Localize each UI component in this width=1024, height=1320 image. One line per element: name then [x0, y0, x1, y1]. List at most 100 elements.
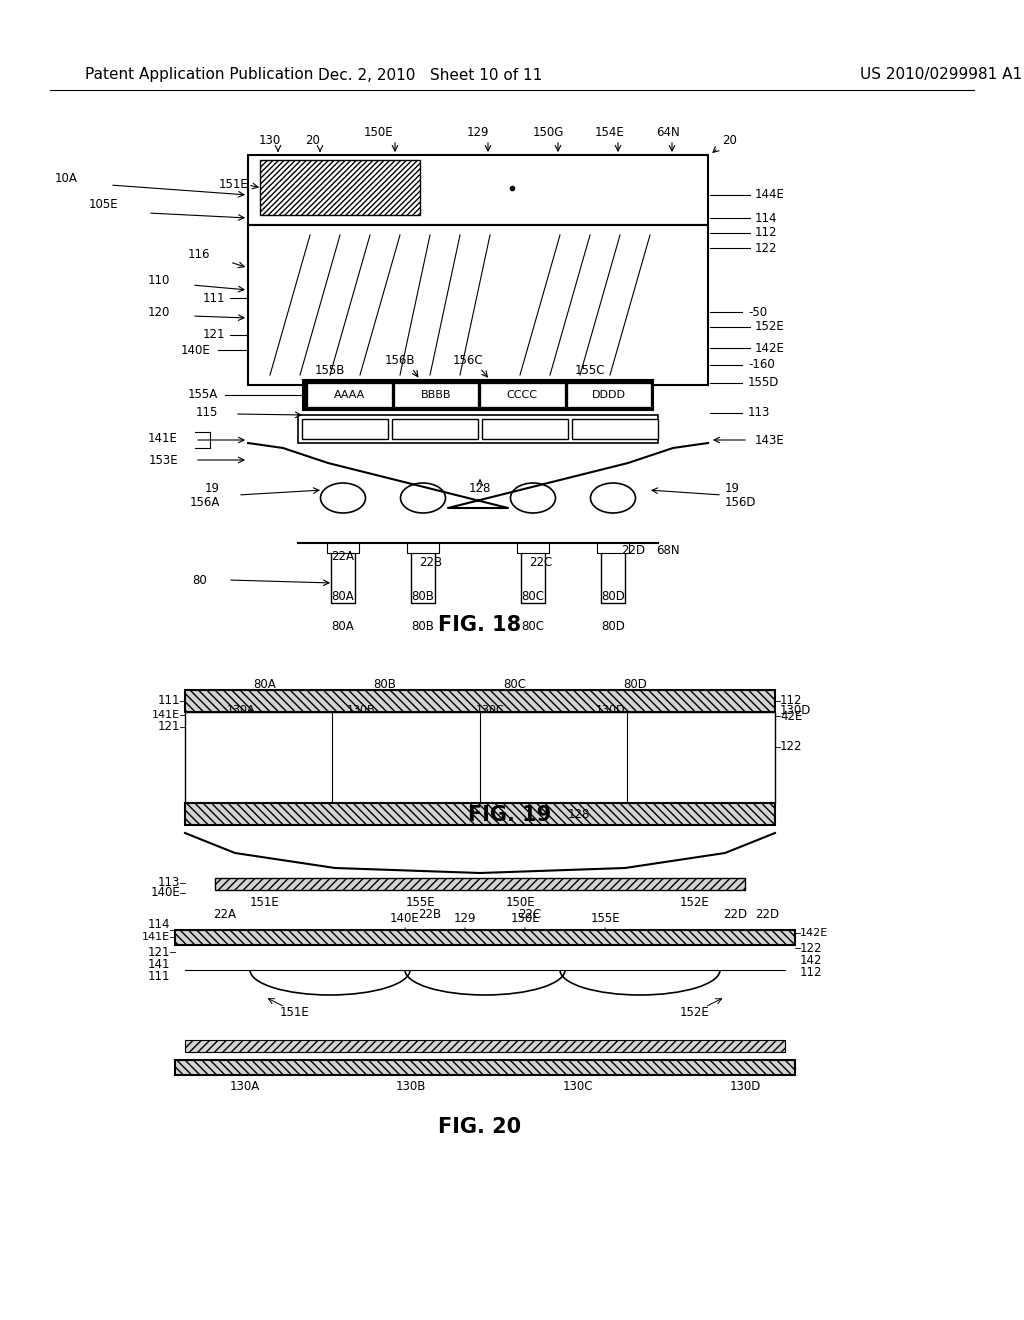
Text: 114: 114 [755, 211, 777, 224]
Text: 129: 129 [454, 912, 476, 924]
Text: 130A: 130A [226, 705, 255, 715]
Text: 128: 128 [568, 808, 591, 821]
Text: 156A: 156A [189, 496, 220, 510]
Text: 141E: 141E [148, 432, 178, 445]
Text: 112: 112 [780, 694, 803, 708]
Bar [298, 414, 658, 444]
Bar [248, 224, 708, 385]
Bar [394, 384, 477, 407]
Text: 115: 115 [196, 405, 218, 418]
Text: 22B: 22B [420, 557, 442, 569]
Text: 10A: 10A [55, 172, 78, 185]
Bar [517, 543, 549, 553]
Text: 151E: 151E [281, 1006, 310, 1019]
Ellipse shape [511, 483, 555, 513]
Text: -160: -160 [748, 359, 775, 371]
Text: 121: 121 [203, 329, 225, 342]
Text: 113: 113 [158, 876, 180, 890]
Bar [601, 548, 625, 603]
Bar [175, 931, 795, 945]
Bar [185, 711, 775, 803]
Text: CCCC: CCCC [507, 389, 538, 400]
Text: 111: 111 [158, 694, 180, 708]
Text: BBBB: BBBB [421, 389, 451, 400]
Text: 144E: 144E [755, 189, 784, 202]
Text: Dec. 2, 2010   Sheet 10 of 11: Dec. 2, 2010 Sheet 10 of 11 [317, 67, 542, 82]
Text: 142: 142 [800, 953, 822, 966]
Text: 80B: 80B [374, 678, 396, 692]
Text: 80C: 80C [521, 619, 545, 632]
Text: 68N: 68N [656, 544, 680, 557]
Text: 22D: 22D [755, 908, 779, 921]
Text: 156C: 156C [453, 354, 483, 367]
Text: 22A: 22A [213, 908, 237, 921]
Text: 20: 20 [723, 133, 737, 147]
Text: 130A: 130A [229, 1081, 260, 1093]
Text: 122: 122 [800, 941, 822, 954]
Bar [597, 543, 629, 553]
Bar [331, 548, 355, 603]
Text: AAAA: AAAA [334, 389, 365, 400]
Text: 150G: 150G [532, 127, 563, 140]
Bar [481, 384, 563, 407]
Text: 22C: 22C [529, 557, 553, 569]
Ellipse shape [591, 483, 636, 513]
Text: 22C: 22C [518, 908, 542, 921]
Bar [303, 380, 653, 411]
Text: 22D: 22D [621, 544, 645, 557]
Text: US 2010/0299981 A1: US 2010/0299981 A1 [860, 67, 1022, 82]
Text: 64N: 64N [656, 127, 680, 140]
Text: 120: 120 [147, 305, 170, 318]
Bar [407, 543, 439, 553]
Text: 80D: 80D [601, 619, 625, 632]
Text: 80C: 80C [521, 590, 545, 602]
Text: 20: 20 [305, 133, 321, 147]
Text: 121: 121 [147, 945, 170, 958]
Text: 130: 130 [259, 133, 282, 147]
Text: 153E: 153E [148, 454, 178, 466]
Text: 142E: 142E [755, 342, 784, 355]
Text: 150E: 150E [505, 896, 535, 909]
Bar [308, 384, 390, 407]
Text: 80B: 80B [412, 590, 434, 602]
Text: 22B: 22B [419, 908, 441, 921]
Text: 152E: 152E [680, 896, 710, 909]
Text: 42E: 42E [780, 710, 803, 722]
Text: 130C: 130C [563, 1081, 593, 1093]
Text: 114: 114 [147, 919, 170, 932]
Text: FIG. 20: FIG. 20 [438, 1117, 521, 1137]
Text: 154E: 154E [595, 127, 625, 140]
Bar [572, 418, 658, 440]
Text: 80B: 80B [412, 619, 434, 632]
Text: 156D: 156D [725, 496, 757, 510]
Bar [215, 878, 745, 890]
Text: 152E: 152E [755, 321, 784, 334]
Bar [175, 1060, 795, 1074]
Text: 122: 122 [755, 242, 777, 255]
Text: 80D: 80D [601, 590, 625, 602]
Bar [260, 160, 420, 215]
Text: 128: 128 [469, 482, 492, 495]
Text: 105E: 105E [88, 198, 118, 211]
Text: -50: -50 [748, 305, 767, 318]
Text: 80C: 80C [504, 678, 526, 692]
Text: 112: 112 [755, 227, 777, 239]
Text: FIG. 18: FIG. 18 [438, 615, 521, 635]
Text: FIG. 19: FIG. 19 [468, 805, 552, 825]
Text: 155A: 155A [187, 388, 218, 401]
Text: 140E: 140E [151, 887, 180, 899]
Text: 113: 113 [748, 407, 770, 420]
Bar [302, 418, 388, 440]
Text: 112: 112 [800, 966, 822, 979]
Text: 141E: 141E [142, 932, 170, 942]
Text: 80A: 80A [332, 590, 354, 602]
Text: 130D: 130D [729, 1081, 761, 1093]
Text: 142E: 142E [800, 928, 828, 939]
Bar [327, 543, 359, 553]
Text: 80: 80 [193, 573, 207, 586]
Text: 150E: 150E [510, 912, 540, 924]
Text: 130D: 130D [596, 705, 625, 715]
Text: 156B: 156B [385, 354, 416, 367]
Bar [392, 418, 478, 440]
Text: 141: 141 [147, 958, 170, 972]
